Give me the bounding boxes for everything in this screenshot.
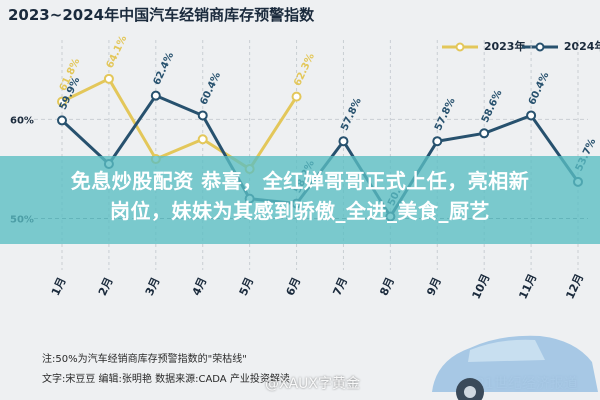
x-tick-label: 9月 [424,275,444,297]
overlay-headline: 免息炒股配资 恭喜，全红婵哥哥正式上任，亮相新 岗位，妹妹为其感到骄傲_全进_美… [0,166,600,226]
legend-swatch-2024 [522,42,558,52]
y-tick-label: 60% [10,115,34,126]
x-tick-label: 11月 [516,272,539,301]
data-label: 64.1% [105,34,130,70]
x-tick-label: 7月 [330,275,350,297]
overlay-line-1: 免息炒股配资 恭喜，全红婵哥哥正式上任，亮相新 [70,169,530,193]
x-tick-label: 6月 [284,275,304,297]
x-tick-label: 3月 [143,275,163,297]
x-tick-label: 1月 [49,275,69,297]
data-point [432,136,443,147]
legend-label-2024: 2024年 [563,40,600,53]
data-label: 62.4% [152,51,177,87]
data-point [150,90,161,101]
data-point [197,110,208,121]
data-label: 60.4% [527,71,552,107]
data-point [479,128,490,139]
watermark-left: @XAUX字黄金 [265,376,361,392]
text-overlay-band [0,156,600,244]
overlay-line-2: 岗位，妹妹为其感到骄傲_全进_美食_厨艺 [110,199,490,223]
x-tick-label: 8月 [377,275,397,297]
legend-item-2024: 2024年 [520,38,600,54]
data-point [526,110,537,121]
x-tick-label: 10月 [470,272,493,301]
footer-credit: 文字:宋豆豆 编辑:张明艳 数据来源:CADA 产业投资解读 [42,374,290,385]
legend-label-2023: 2023年 [483,40,526,53]
data-label: 57.8% [433,96,458,132]
x-tick-label: 2月 [96,275,116,297]
x-tick-label: 4月 [190,275,210,297]
data-point [197,134,208,145]
data-label: 60.4% [198,71,223,107]
legend-item-2023: 2023年 [440,38,525,54]
legend-swatch-2023 [442,42,478,52]
data-point [291,91,302,102]
data-label: 62.3% [292,52,317,88]
data-label: 57.8% [339,96,364,132]
data-point [57,96,67,107]
x-tick-label: 5月 [237,275,257,297]
data-point [103,73,114,84]
data-point [57,115,67,126]
chart-title: 2023~2024年中国汽车经销商库存预警指数 [8,6,315,24]
data-label: 58.6% [480,88,505,124]
footer-note: 注:50%为汽车经销商库存预警指数的"荣枯线" [42,354,247,365]
x-tick-label: 12月 [563,272,586,301]
data-point [338,136,349,147]
watermark-right: @21世纪经济报道 [462,376,578,392]
